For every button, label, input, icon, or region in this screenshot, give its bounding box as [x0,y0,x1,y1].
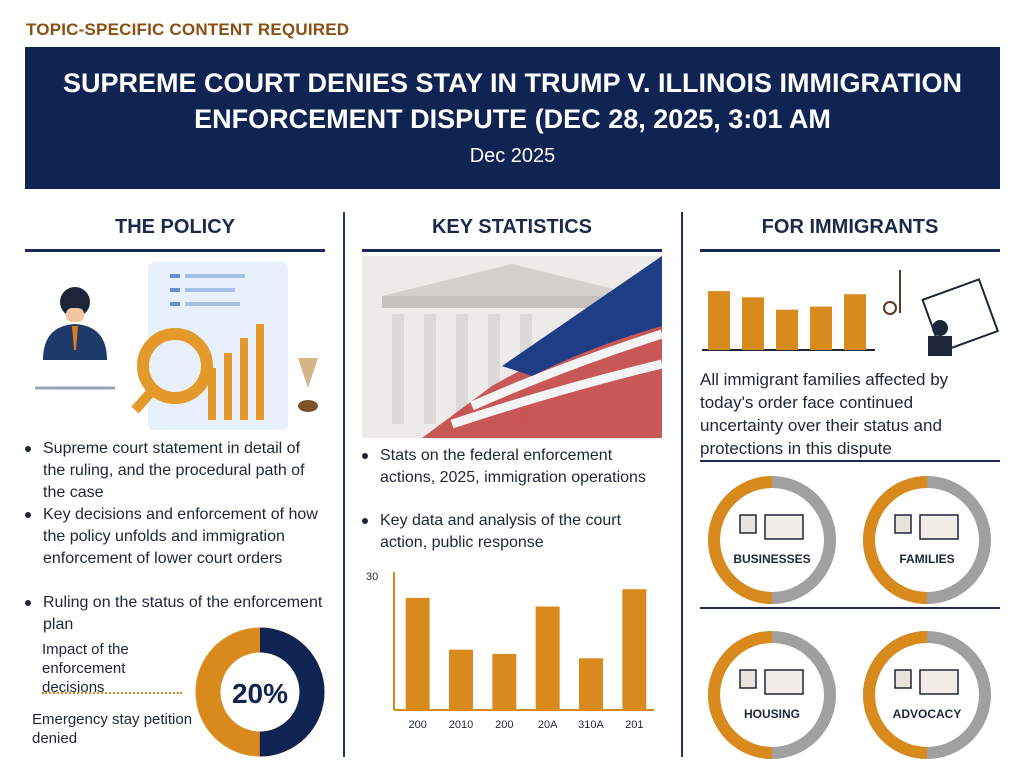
ring-label: ADVOCACY [893,707,962,721]
stats-bar [449,649,473,710]
scales-of-justice-icon [883,270,901,315]
y-axis-label: 30 [366,571,378,583]
policy-bar-chart [208,324,264,420]
mini-bar [708,291,730,350]
stats-tick-label: 2010 [449,719,473,731]
immigrants-heading: FOR IMMIGRANTS [761,216,939,238]
ring-arc [863,631,991,759]
stats-bar [622,589,647,710]
court-flag-illustration [362,256,662,438]
policy-donut: 20% [195,627,325,757]
stats-bar [405,597,430,710]
column-divider-2 [681,212,683,757]
immigrants-rule-2 [700,607,1000,609]
impact-ring: ADVOCACY [863,631,991,759]
immigrants-heading-rule [700,249,1000,252]
ring-label: HOUSING [744,707,800,721]
policy-heading-rule [25,249,325,252]
topic-label: TOPIC-SPECIFIC CONTENT REQUIRED [26,20,350,39]
mini-bar [844,294,866,350]
mini-bar [742,297,764,350]
stats-heading-rule [362,249,662,252]
title-line-1: SUPREME COURT DENIES STAY IN TRUMP V. IL… [62,68,963,98]
stats-bar-chart: 30 200 2010 200 20A 310A 201 [366,571,654,731]
policy-illustration [35,262,318,430]
policy-bullet-1: Supreme court statement in detail of the… [25,438,325,504]
stats-heading: KEY STATISTICS [431,216,593,238]
mini-bar [776,309,798,350]
ring-arc [863,476,991,604]
document-icon [148,262,288,430]
immigrants-illustration [702,270,1000,356]
ring-arc [708,476,836,604]
american-flag-icon [422,256,662,438]
stats-tick-label: 201 [625,719,643,731]
stats-tick-label: 200 [495,719,513,731]
banner-date: Dec 2025 [469,145,556,167]
policy-bullet-3: Ruling on the status of the enforcement … [25,592,325,636]
mini-bar [810,306,832,350]
stats-bar [579,658,603,710]
policy-bullet-2: Key decisions and enforcement of how the… [25,504,325,570]
magnifier-icon [131,328,213,414]
ring-illustration-icon [739,514,757,534]
donut-arc [195,627,325,757]
impact-ring: BUSINESSES [708,476,836,604]
immigrants-paragraph: All immigrant families affected by today… [700,370,949,458]
person-icon [43,287,107,360]
judge-gavel-icon [928,320,952,356]
ring-label: FAMILIES [899,552,954,566]
title-banner: SUPREME COURT DENIES STAY IN TRUMP V. IL… [25,47,1000,189]
column-divider-1 [343,212,345,757]
page-title: SUPREME COURT DENIES STAY IN TRUMP V. IL… [25,65,1000,137]
ring-document-icon [919,669,959,695]
policy-note: Impact of the enforcement decisions [42,641,129,696]
ring-arc [708,631,836,759]
stats-tick-label: 20A [538,719,558,731]
title-line-2: ENFORCEMENT DISPUTE (DEC 28, 2025, 3:01 … [194,104,831,134]
policy-note-2: Emergency stay petition denied [32,711,193,747]
impact-ring: FAMILIES [863,476,991,604]
ring-illustration-icon [894,514,912,534]
ring-label: BUSINESSES [733,552,810,566]
stats-bullet-1: Stats on the federal enforcement actions… [362,445,662,489]
immigrant-rings: BUSINESSES FAMILIES HOUSING ADVOCACY [700,468,1000,759]
stats-bullet-2: Key data and analysis of the court actio… [362,510,662,554]
stats-bar [535,606,560,710]
impact-ring: HOUSING [708,631,836,759]
ring-illustration-icon [739,669,757,689]
stats-bar [492,653,517,710]
donut-value: 20% [232,678,288,709]
ring-illustration-icon [894,669,912,689]
stats-tick-label: 310A [578,719,604,731]
stats-tick-label: 200 [408,719,426,731]
policy-heading: THE POLICY [114,216,235,238]
dotted-separator [42,692,182,694]
ring-document-icon [919,514,959,540]
envelope-icon [921,278,1000,353]
ring-document-icon [764,669,804,695]
hourglass-icon [298,358,318,412]
immigrants-rule-1 [700,460,1000,462]
ring-document-icon [764,514,804,540]
